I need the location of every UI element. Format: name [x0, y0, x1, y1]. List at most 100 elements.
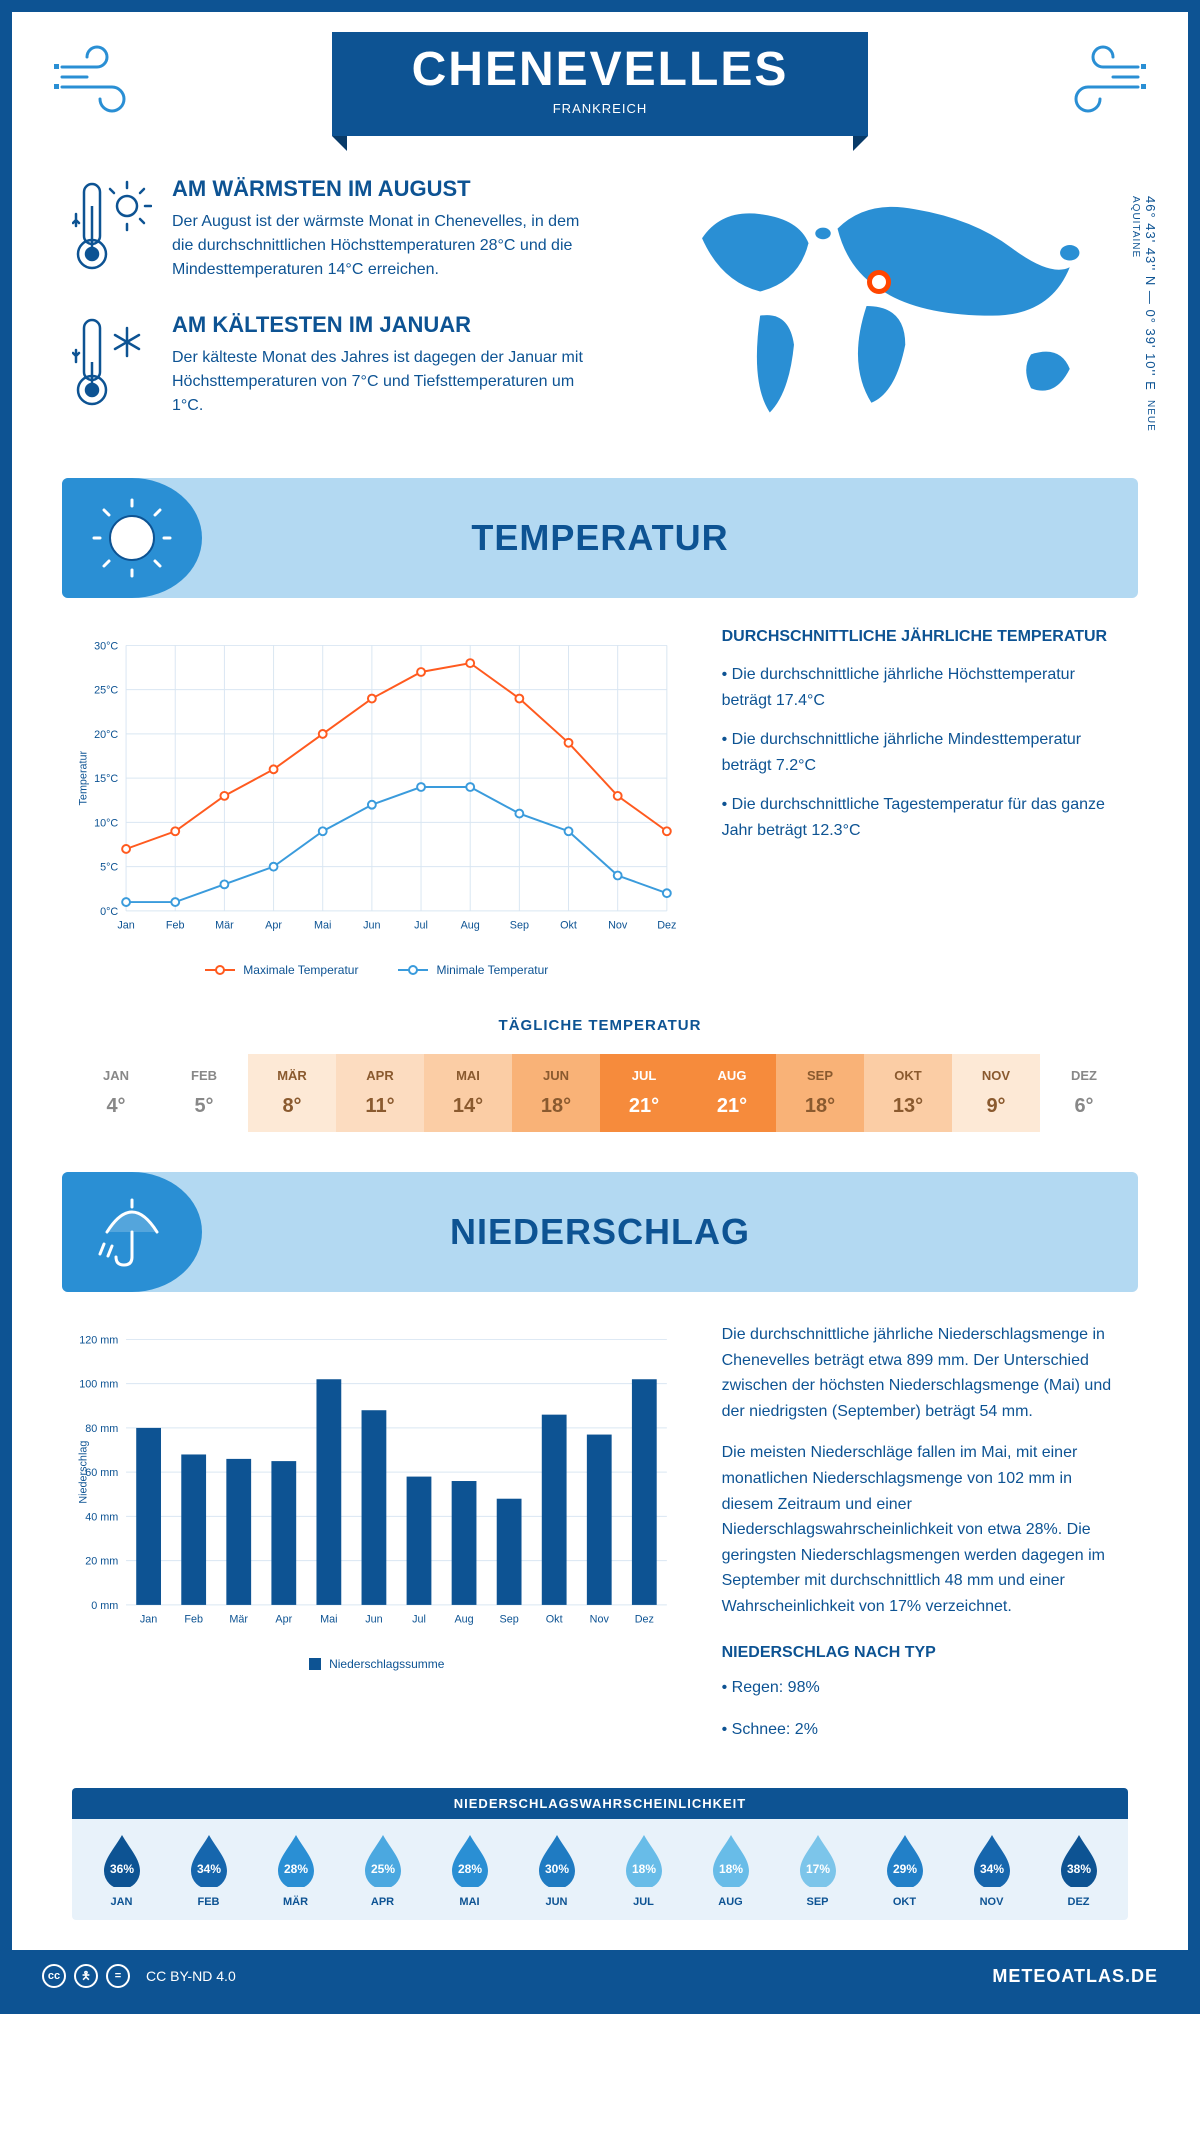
svg-text:Feb: Feb	[184, 1614, 203, 1626]
probability-drop: 29%OKT	[863, 1831, 946, 1908]
svg-text:Sep: Sep	[500, 1614, 519, 1626]
month-cell: MÄR8°	[248, 1054, 336, 1132]
svg-text:29%: 29%	[892, 1862, 916, 1876]
svg-text:Mär: Mär	[215, 920, 234, 932]
month-cell: DEZ6°	[1040, 1054, 1128, 1132]
svg-text:36%: 36%	[109, 1862, 133, 1876]
svg-text:18%: 18%	[631, 1862, 655, 1876]
svg-text:Mai: Mai	[320, 1614, 337, 1626]
wind-icon	[52, 42, 152, 122]
wind-icon	[1048, 42, 1148, 122]
svg-text:Okt: Okt	[560, 920, 577, 932]
svg-text:60 mm: 60 mm	[85, 1467, 118, 1479]
svg-text:20 mm: 20 mm	[85, 1556, 118, 1568]
probability-drop: 34%NOV	[950, 1831, 1033, 1908]
page-subtitle: FRANKREICH	[412, 101, 789, 116]
month-cell: JAN4°	[72, 1054, 160, 1132]
svg-text:120 mm: 120 mm	[79, 1334, 118, 1346]
by-icon: 🯅	[74, 1964, 98, 1988]
svg-text:Aug: Aug	[454, 1614, 473, 1626]
svg-text:Mär: Mär	[229, 1614, 248, 1626]
svg-text:34%: 34%	[196, 1862, 220, 1876]
svg-text:0°C: 0°C	[100, 906, 118, 918]
precipitation-header: NIEDERSCHLAG	[62, 1172, 1138, 1292]
svg-text:80 mm: 80 mm	[85, 1423, 118, 1435]
warmest-text: Der August ist der wärmste Monat in Chen…	[172, 210, 604, 282]
svg-text:Feb: Feb	[166, 920, 185, 932]
svg-text:20°C: 20°C	[94, 729, 118, 741]
svg-text:Jul: Jul	[414, 920, 428, 932]
precipitation-probability: NIEDERSCHLAGSWAHRSCHEINLICHKEIT 36%JAN34…	[72, 1788, 1128, 1920]
probability-drop: 34%FEB	[167, 1831, 250, 1908]
probability-drop: 28%MAI	[428, 1831, 511, 1908]
umbrella-icon	[62, 1172, 202, 1292]
probability-drop: 30%JUN	[515, 1831, 598, 1908]
svg-text:Niederschlag: Niederschlag	[78, 1441, 90, 1504]
svg-text:Nov: Nov	[608, 920, 628, 932]
probability-drop: 36%JAN	[80, 1831, 163, 1908]
intro-section: AM WÄRMSTEN IM AUGUST Der August ist der…	[12, 136, 1188, 478]
svg-text:38%: 38%	[1066, 1862, 1090, 1876]
svg-text:Jul: Jul	[412, 1614, 426, 1626]
month-cell: NOV9°	[952, 1054, 1040, 1132]
svg-text:10°C: 10°C	[94, 817, 118, 829]
svg-text:Okt: Okt	[546, 1614, 563, 1626]
coordinates: 46° 43' 43'' N — 0° 39' 10'' E NEUE AQUI…	[1128, 196, 1158, 448]
daily-temperature: TÄGLICHE TEMPERATUR JAN4°FEB5°MÄR8°APR11…	[12, 1007, 1188, 1172]
section-title: NIEDERSCHLAG	[450, 1211, 750, 1253]
month-cell: APR11°	[336, 1054, 424, 1132]
coldest-fact: AM KÄLTESTEN IM JANUAR Der kälteste Mona…	[72, 312, 604, 418]
month-cell: MAI14°	[424, 1054, 512, 1132]
month-cell: FEB5°	[160, 1054, 248, 1132]
svg-text:Sep: Sep	[510, 920, 529, 932]
svg-text:Aug: Aug	[461, 920, 480, 932]
thermometer-sun-icon	[72, 176, 152, 282]
month-cell: SEP18°	[776, 1054, 864, 1132]
page-title: CHENEVELLES	[412, 42, 789, 97]
header: CHENEVELLES FRANKREICH	[12, 12, 1188, 136]
chart-legend: .legend-item:nth-child(1) .legend-line::…	[72, 963, 682, 977]
thermometer-snow-icon	[72, 312, 152, 418]
warmest-heading: AM WÄRMSTEN IM AUGUST	[172, 176, 604, 202]
svg-text:Jun: Jun	[363, 920, 380, 932]
svg-text:40 mm: 40 mm	[85, 1511, 118, 1523]
svg-text:0 mm: 0 mm	[91, 1600, 118, 1612]
svg-text:15°C: 15°C	[94, 773, 118, 785]
svg-text:5°C: 5°C	[100, 862, 118, 874]
svg-text:Dez: Dez	[635, 1614, 654, 1626]
temperature-header: TEMPERATUR	[62, 478, 1138, 598]
svg-text:Apr: Apr	[275, 1614, 292, 1626]
warmest-fact: AM WÄRMSTEN IM AUGUST Der August ist der…	[72, 176, 604, 282]
probability-drop: 18%JUL	[602, 1831, 685, 1908]
svg-text:34%: 34%	[979, 1862, 1003, 1876]
svg-text:Nov: Nov	[590, 1614, 610, 1626]
location-marker	[867, 270, 891, 294]
section-title: TEMPERATUR	[471, 517, 728, 559]
footer: cc 🯅 = CC BY-ND 4.0 METEOATLAS.DE	[12, 1950, 1188, 2002]
svg-text:17%: 17%	[805, 1862, 829, 1876]
svg-text:28%: 28%	[283, 1862, 307, 1876]
svg-text:Dez: Dez	[657, 920, 676, 932]
month-cell: OKT13°	[864, 1054, 952, 1132]
svg-text:Temperatur: Temperatur	[78, 750, 90, 805]
site-name: METEOATLAS.DE	[992, 1966, 1158, 1987]
nd-icon: =	[106, 1964, 130, 1988]
svg-text:Jan: Jan	[140, 1614, 157, 1626]
probability-drop: 38%DEZ	[1037, 1831, 1120, 1908]
temperature-chart: 0°C5°C10°C15°C20°C25°C30°CJanFebMärAprMa…	[72, 628, 682, 977]
title-banner: CHENEVELLES FRANKREICH	[332, 32, 869, 136]
svg-text:25°C: 25°C	[94, 685, 118, 697]
cc-icon: cc	[42, 1964, 66, 1988]
month-cell: AUG21°	[688, 1054, 776, 1132]
infographic-frame: CHENEVELLES FRANKREICH AM WÄRMSTEN IM AU…	[0, 0, 1200, 2014]
probability-drop: 25%APR	[341, 1831, 424, 1908]
precipitation-summary: Die durchschnittliche jährliche Niedersc…	[722, 1322, 1128, 1758]
probability-drop: 18%AUG	[689, 1831, 772, 1908]
coldest-text: Der kälteste Monat des Jahres ist dagege…	[172, 346, 604, 418]
svg-text:28%: 28%	[457, 1862, 481, 1876]
coldest-heading: AM KÄLTESTEN IM JANUAR	[172, 312, 604, 338]
world-map	[644, 176, 1128, 436]
svg-text:100 mm: 100 mm	[79, 1379, 118, 1391]
month-cell: JUN18°	[512, 1054, 600, 1132]
precipitation-chart: 0 mm 20 mm 40 mm 60 mm 80 mm 100 mm 120 mm Jan F…	[72, 1322, 682, 1758]
